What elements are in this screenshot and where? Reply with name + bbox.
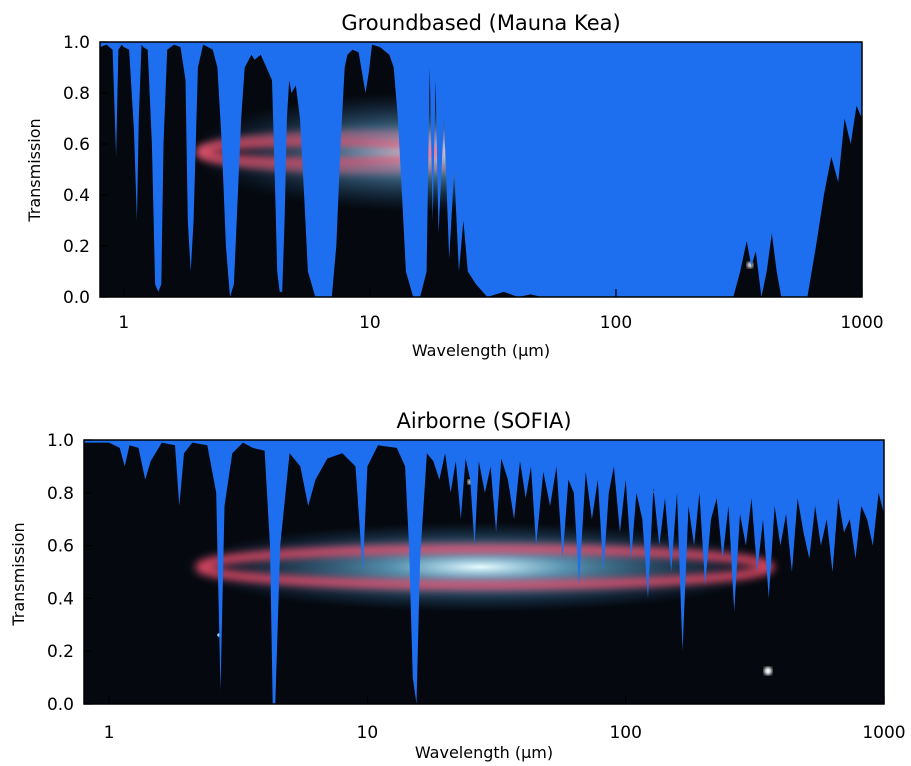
x-tick-label: 1000 — [840, 313, 883, 333]
y-tick-label: 0.2 — [47, 642, 74, 662]
y-tick-label: 0.8 — [47, 484, 74, 504]
y-tick-label: 1.0 — [63, 33, 90, 53]
y-tick-label: 0.4 — [63, 186, 90, 206]
x-axis-label: Wavelength (μm) — [415, 743, 553, 762]
x-tick-label: 10 — [357, 723, 379, 743]
chart-title: Airborne (SOFIA) — [396, 409, 571, 433]
x-tick-label: 1 — [118, 313, 129, 333]
x-tick-label: 10 — [359, 313, 381, 333]
y-axis-label: Transmission — [25, 118, 44, 222]
x-tick-label: 1000 — [862, 723, 905, 743]
panel-airborne: Airborne (SOFIA) 1 10 100 1000 0.0 0.2 0.4 0.6… — [9, 409, 906, 762]
y-tick-label: 0.0 — [63, 288, 90, 308]
y-tick-label: 0.8 — [63, 84, 90, 104]
panel-groundbased: Groundbased (Mauna Kea) 1 10 100 1000 0.0 0.… — [25, 11, 884, 360]
y-tick-label: 0.4 — [47, 589, 74, 609]
y-tick-label: 0.6 — [63, 135, 90, 155]
y-tick-label: 1.0 — [47, 431, 74, 451]
x-tick-label: 100 — [600, 313, 632, 333]
x-axis-label: Wavelength (μm) — [412, 341, 550, 360]
y-axis-label: Transmission — [9, 522, 28, 626]
x-tick-label: 1 — [104, 723, 115, 743]
y-tick-label: 0.6 — [47, 537, 74, 557]
y-tick-label: 0.0 — [47, 695, 74, 715]
chart-title: Groundbased (Mauna Kea) — [341, 11, 620, 35]
y-tick-label: 0.2 — [63, 237, 90, 257]
x-tick-label: 100 — [609, 723, 641, 743]
